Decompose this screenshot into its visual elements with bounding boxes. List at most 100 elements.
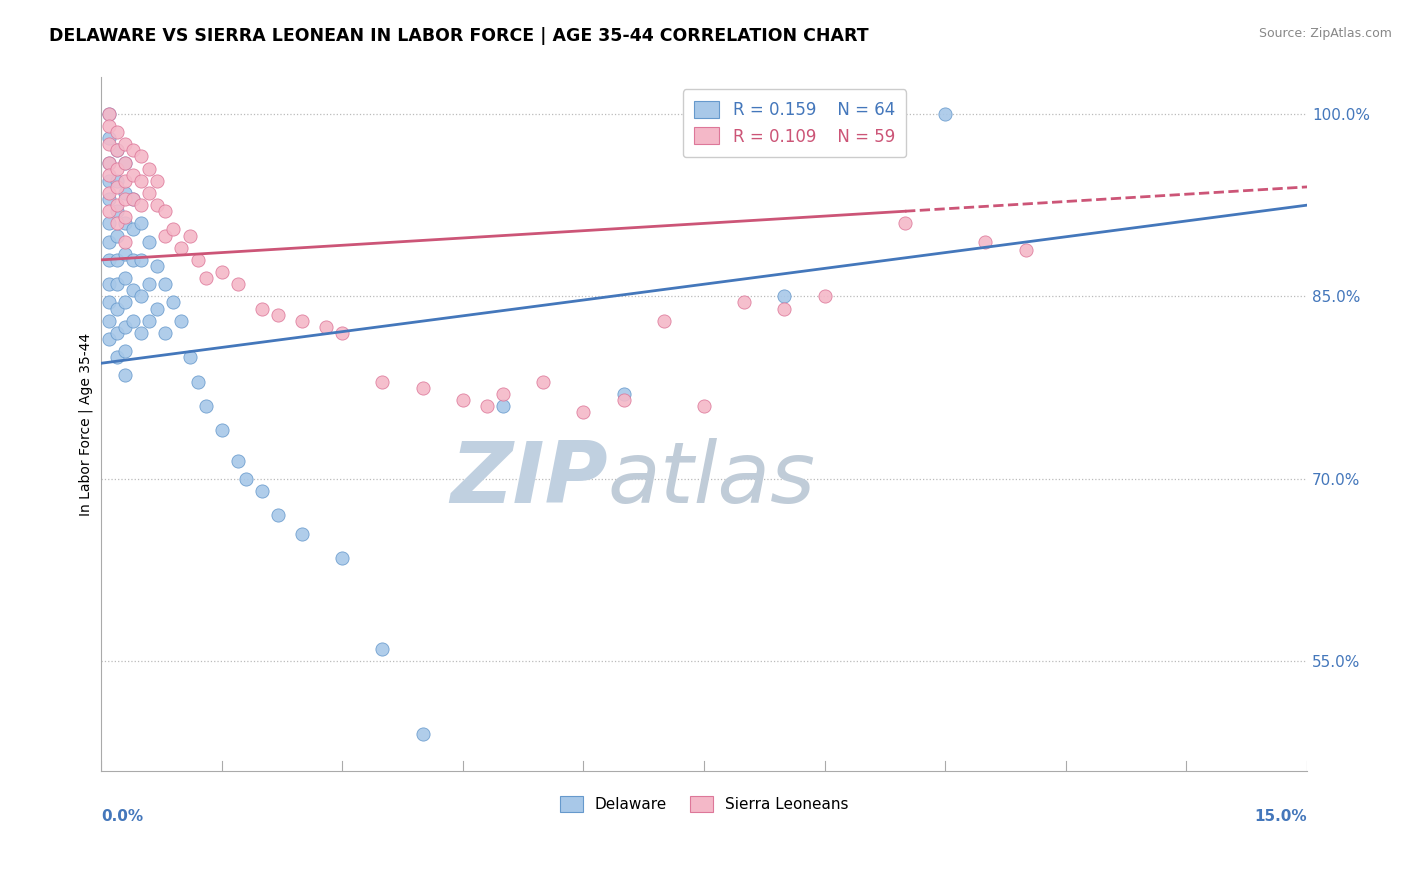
Point bbox=[226, 277, 249, 292]
Point bbox=[179, 228, 201, 243]
Point bbox=[371, 642, 394, 657]
Point bbox=[122, 283, 145, 297]
Point bbox=[105, 350, 128, 364]
Text: Source: ZipAtlas.com: Source: ZipAtlas.com bbox=[1258, 27, 1392, 40]
Point bbox=[114, 247, 136, 261]
Point bbox=[475, 399, 498, 413]
Point bbox=[162, 295, 184, 310]
Point bbox=[122, 192, 145, 206]
Point bbox=[122, 222, 145, 236]
Point bbox=[114, 271, 136, 285]
Point bbox=[315, 319, 337, 334]
Point bbox=[412, 727, 434, 741]
Y-axis label: In Labor Force | Age 35-44: In Labor Force | Age 35-44 bbox=[79, 333, 93, 516]
Point bbox=[114, 186, 136, 200]
Point bbox=[138, 186, 160, 200]
Point bbox=[155, 326, 177, 340]
Point bbox=[146, 259, 169, 273]
Point bbox=[98, 204, 121, 219]
Point bbox=[170, 314, 193, 328]
Point bbox=[105, 161, 128, 176]
Point bbox=[98, 235, 121, 249]
Point bbox=[146, 301, 169, 316]
Point bbox=[98, 186, 121, 200]
Point bbox=[114, 137, 136, 152]
Point bbox=[114, 319, 136, 334]
Point bbox=[291, 526, 314, 541]
Point bbox=[105, 144, 128, 158]
Point bbox=[129, 252, 152, 267]
Point bbox=[114, 192, 136, 206]
Text: atlas: atlas bbox=[607, 438, 815, 521]
Point bbox=[129, 216, 152, 230]
Point bbox=[98, 137, 121, 152]
Point bbox=[652, 314, 675, 328]
Point bbox=[187, 252, 209, 267]
Point bbox=[894, 216, 917, 230]
Point bbox=[122, 314, 145, 328]
Legend: Delaware, Sierra Leoneans: Delaware, Sierra Leoneans bbox=[554, 790, 855, 819]
Point bbox=[194, 399, 217, 413]
Point bbox=[114, 155, 136, 169]
Point bbox=[187, 375, 209, 389]
Point bbox=[114, 235, 136, 249]
Point bbox=[371, 375, 394, 389]
Point bbox=[129, 289, 152, 303]
Point bbox=[267, 508, 290, 523]
Point bbox=[235, 472, 257, 486]
Point bbox=[451, 392, 474, 407]
Text: 0.0%: 0.0% bbox=[101, 809, 143, 824]
Point bbox=[194, 271, 217, 285]
Point bbox=[114, 368, 136, 383]
Point bbox=[98, 107, 121, 121]
Point bbox=[179, 350, 201, 364]
Point bbox=[129, 149, 152, 163]
Point bbox=[211, 265, 233, 279]
Point bbox=[114, 174, 136, 188]
Point bbox=[155, 228, 177, 243]
Point bbox=[98, 107, 121, 121]
Point bbox=[114, 155, 136, 169]
Point bbox=[114, 216, 136, 230]
Point bbox=[129, 174, 152, 188]
Point bbox=[1014, 243, 1036, 257]
Point bbox=[613, 392, 636, 407]
Point bbox=[250, 301, 273, 316]
Point bbox=[211, 423, 233, 437]
Point bbox=[98, 155, 121, 169]
Point bbox=[170, 241, 193, 255]
Text: 15.0%: 15.0% bbox=[1254, 809, 1308, 824]
Point bbox=[98, 119, 121, 133]
Point bbox=[114, 295, 136, 310]
Point bbox=[155, 277, 177, 292]
Point bbox=[330, 326, 353, 340]
Point bbox=[98, 192, 121, 206]
Point bbox=[492, 386, 515, 401]
Point bbox=[492, 399, 515, 413]
Text: DELAWARE VS SIERRA LEONEAN IN LABOR FORCE | AGE 35-44 CORRELATION CHART: DELAWARE VS SIERRA LEONEAN IN LABOR FORC… bbox=[49, 27, 869, 45]
Point bbox=[105, 252, 128, 267]
Point bbox=[773, 301, 796, 316]
Point bbox=[146, 174, 169, 188]
Point bbox=[105, 204, 128, 219]
Point bbox=[226, 453, 249, 467]
Point bbox=[122, 168, 145, 182]
Point bbox=[98, 252, 121, 267]
Point bbox=[105, 198, 128, 212]
Point bbox=[98, 155, 121, 169]
Point bbox=[122, 192, 145, 206]
Point bbox=[114, 211, 136, 225]
Point bbox=[291, 314, 314, 328]
Text: ZIP: ZIP bbox=[450, 438, 607, 521]
Point bbox=[98, 131, 121, 145]
Point bbox=[98, 295, 121, 310]
Point bbox=[531, 375, 554, 389]
Point bbox=[98, 277, 121, 292]
Point bbox=[138, 314, 160, 328]
Point bbox=[98, 314, 121, 328]
Point bbox=[98, 216, 121, 230]
Point bbox=[974, 235, 997, 249]
Point bbox=[138, 161, 160, 176]
Point bbox=[162, 222, 184, 236]
Point bbox=[138, 277, 160, 292]
